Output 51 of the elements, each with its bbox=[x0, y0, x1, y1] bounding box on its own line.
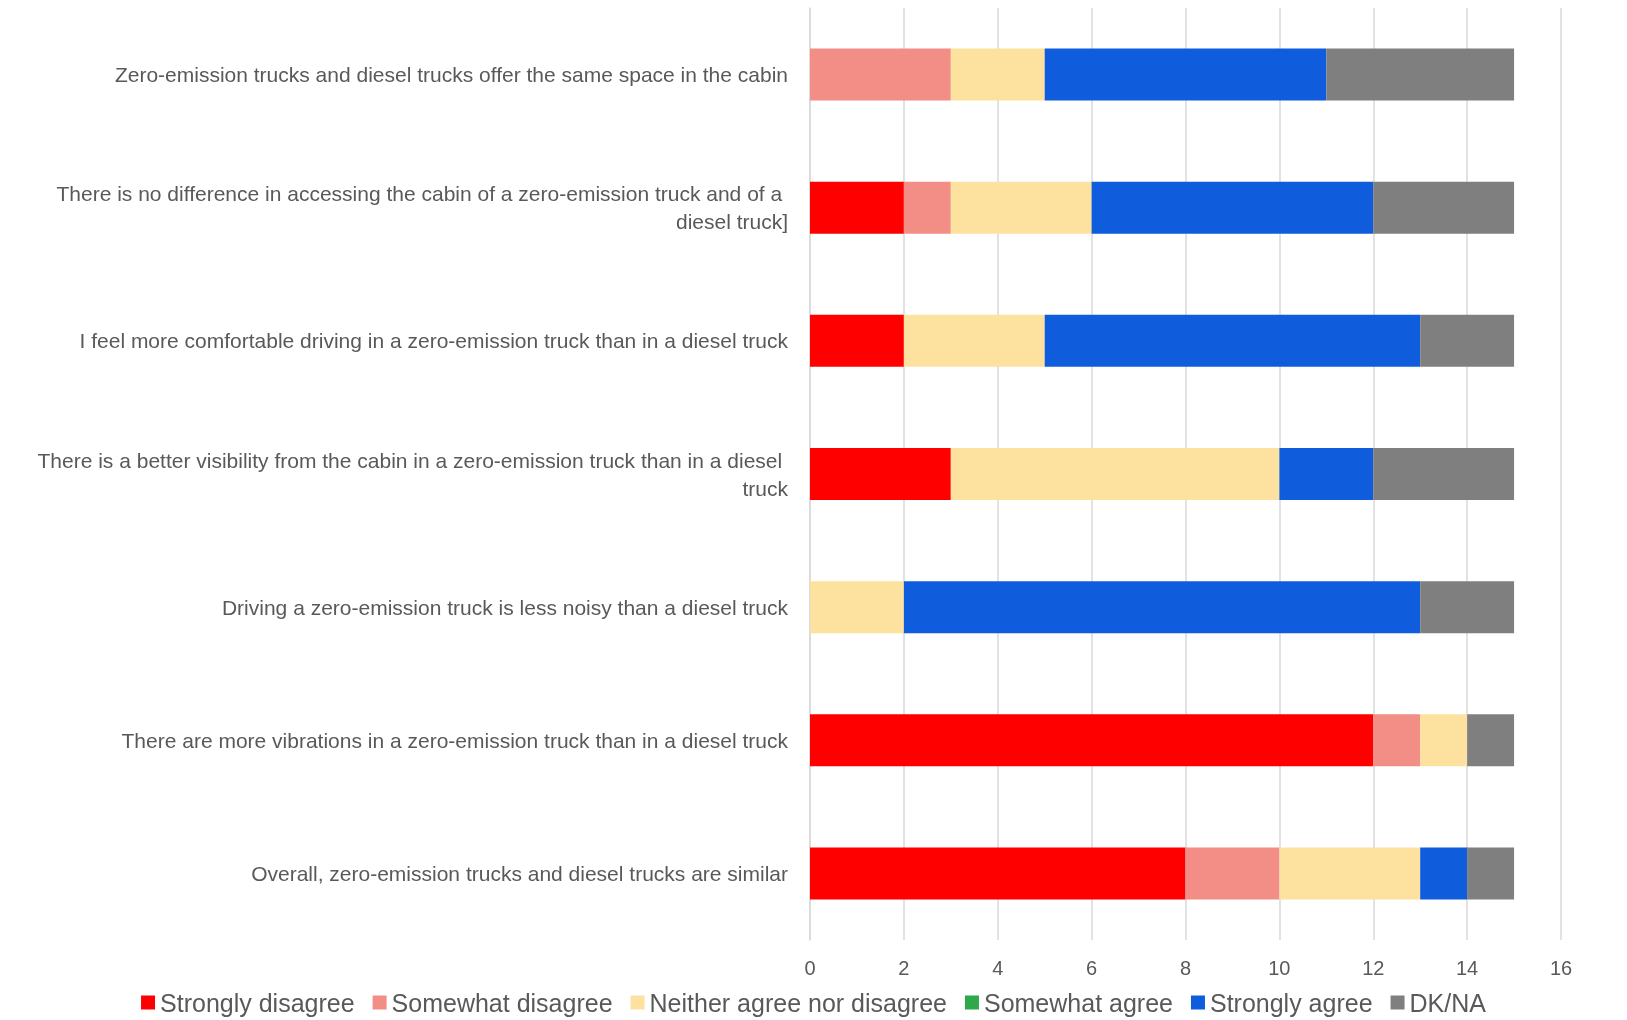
legend-label: Somewhat agree bbox=[983, 988, 1173, 1017]
bar bbox=[810, 181, 904, 234]
bar bbox=[1373, 714, 1421, 767]
y-tick-label: Driving a zero-emission truck is less noisy than a diesel truck bbox=[221, 595, 789, 619]
bar bbox=[810, 448, 951, 500]
bar bbox=[1044, 314, 1421, 367]
y-tick-label: I feel more comfortable driving in a zero-emission truck than in a diesel truck bbox=[79, 329, 789, 353]
bar bbox=[903, 181, 951, 234]
bar bbox=[1467, 847, 1515, 900]
legend-label: Strongly disagree bbox=[160, 988, 355, 1017]
bar bbox=[1420, 847, 1468, 900]
y-tick-label: There is no difference in accessing the cabin of a zero-emission truck and of a diesel truck] bbox=[56, 182, 788, 234]
x-tick-label: 4 bbox=[992, 957, 1004, 979]
x-tick-label: 2 bbox=[898, 957, 910, 979]
bar bbox=[1467, 714, 1515, 767]
bar bbox=[1279, 847, 1421, 900]
bar bbox=[950, 181, 1092, 234]
y-tick-label: Zero-emission trucks and diesel trucks offer the same space in the cabin bbox=[114, 63, 788, 87]
y-tick-label: There are more vibrations in a zero-emission truck than in a diesel truck bbox=[121, 728, 789, 752]
x-tick-label: 6 bbox=[1086, 957, 1098, 979]
legend-label: Somewhat disagree bbox=[391, 988, 613, 1017]
bar bbox=[903, 581, 1421, 634]
bar bbox=[810, 847, 1186, 900]
bar bbox=[1420, 581, 1515, 634]
bar bbox=[1185, 847, 1280, 900]
bar bbox=[1373, 181, 1515, 234]
bar bbox=[1091, 181, 1374, 234]
legend-label: DK/NA bbox=[1409, 988, 1487, 1017]
legend-label: Strongly agree bbox=[1209, 988, 1373, 1017]
bar bbox=[810, 48, 951, 101]
bar bbox=[1420, 714, 1468, 767]
x-tick-label: 12 bbox=[1362, 957, 1385, 979]
x-tick-label: 16 bbox=[1549, 957, 1573, 979]
y-tick-label: Overall, zero-emission trucks and diesel trucks are similar bbox=[251, 861, 788, 885]
bar bbox=[1044, 48, 1327, 101]
y-tick-label: There is a better visibility from the cabin in a zero-emission truck than in a diesel truck bbox=[37, 448, 789, 500]
x-tick-label: 8 bbox=[1179, 957, 1192, 979]
x-tick-label: 10 bbox=[1268, 957, 1291, 979]
bar bbox=[1373, 448, 1515, 500]
bar bbox=[810, 714, 1374, 767]
bar bbox=[1420, 314, 1515, 367]
legend-label: Neither agree nor disagree bbox=[649, 988, 947, 1017]
bar bbox=[1279, 448, 1374, 500]
bar bbox=[810, 581, 904, 634]
x-tick-label: 14 bbox=[1456, 957, 1479, 979]
bar bbox=[1326, 48, 1515, 101]
bar bbox=[810, 314, 904, 367]
bar bbox=[950, 48, 1045, 101]
bar bbox=[903, 314, 1045, 367]
x-tick-label: 0 bbox=[804, 957, 816, 979]
bar bbox=[950, 448, 1280, 500]
